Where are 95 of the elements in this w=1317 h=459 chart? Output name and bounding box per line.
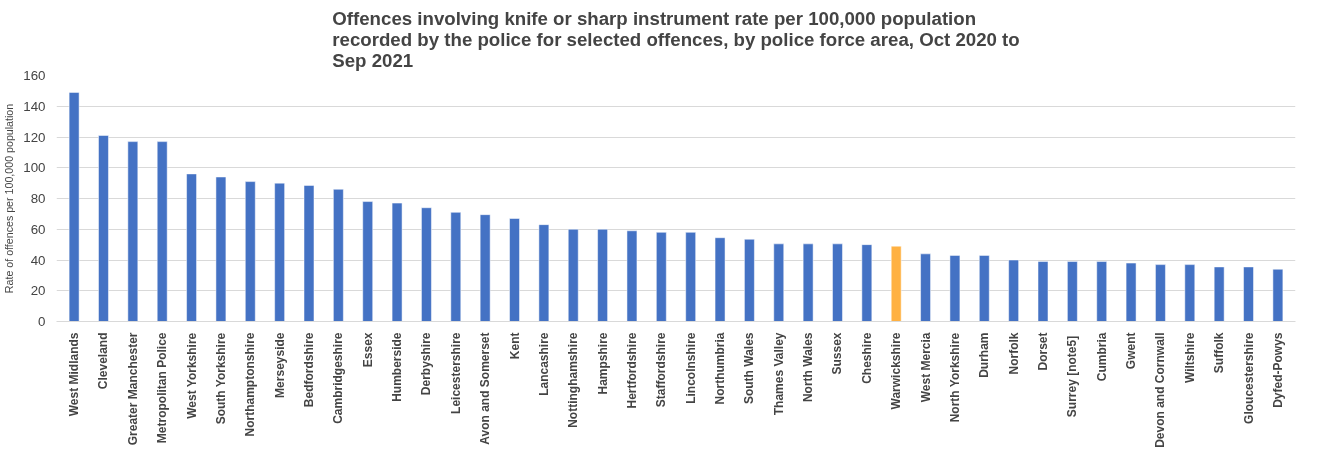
y-tick-label: 120 (23, 129, 46, 145)
x-tick-label: Greater Manchester (125, 332, 140, 446)
bar (156, 141, 168, 322)
x-tick-label: North Yorkshire (947, 332, 962, 423)
x-tick-label: Cumbria (1094, 332, 1109, 382)
x-tick-label: Humberside (390, 332, 405, 402)
bar (1125, 262, 1137, 322)
y-tick-label: 100 (23, 160, 46, 176)
x-tick-label: Cheshire (859, 332, 874, 384)
bar (333, 189, 344, 322)
bar (245, 181, 256, 322)
bar (421, 207, 432, 322)
x-tick-label: Gwent (1124, 332, 1139, 370)
bar (744, 238, 755, 322)
bar (832, 243, 843, 322)
bar (1037, 261, 1049, 322)
bar (890, 245, 902, 322)
x-tick-label: South Wales (742, 332, 757, 405)
x-tick-label: Kent (507, 332, 522, 360)
x-tick-label: Avon and Somerset (478, 332, 493, 445)
bar (685, 232, 696, 322)
x-tick-label: West Mercia (918, 332, 933, 403)
bar (186, 173, 197, 322)
y-tick-label: 140 (23, 98, 46, 114)
y-tick-label: 60 (30, 221, 46, 237)
bar (215, 176, 227, 322)
bar (626, 230, 638, 322)
y-tick-label: 40 (30, 252, 46, 268)
x-tick-label: Hertfordshire (624, 332, 639, 409)
x-tick-label: Norfolk (1006, 332, 1021, 375)
bar (1184, 264, 1196, 322)
x-tick-label: Devon and Cornwall (1153, 332, 1168, 448)
y-tick-label: 160 (23, 68, 46, 83)
x-tick-label: Warwickshire (889, 332, 904, 410)
x-tick-label: Essex (360, 332, 375, 368)
bar (479, 214, 491, 322)
bar (1096, 261, 1107, 322)
bar (979, 255, 990, 322)
y-tick-label: 20 (30, 283, 46, 299)
x-tick-label: Lincolnshire (683, 332, 698, 404)
y-tick-label: 80 (30, 191, 46, 206)
bar (1243, 266, 1254, 322)
x-tick-label: South Yorkshire (213, 332, 228, 425)
x-tick-label: Northumbria (713, 332, 728, 405)
x-tick-label: Dyfed-Powys (1270, 332, 1285, 408)
bar (568, 229, 579, 322)
x-tick-label: Metropolitan Police (155, 332, 170, 444)
bar (274, 182, 285, 322)
x-tick-label: Merseyside (272, 332, 287, 398)
bar (362, 201, 373, 322)
bar (98, 135, 109, 322)
bar (1155, 264, 1166, 322)
bar (920, 253, 931, 322)
y-axis-title: Rate of offences per 100,000 population (3, 103, 16, 294)
x-tick-label: Surrey [note5] (1065, 335, 1080, 418)
x-tick-label: Cambridgeshire (331, 332, 346, 424)
bar (1213, 266, 1225, 322)
bar (802, 243, 814, 322)
bar (538, 224, 550, 322)
bar (773, 243, 784, 322)
x-tick-label: Lancashire (536, 332, 551, 396)
x-tick-label: Northamptonshire (243, 332, 258, 437)
chart-title: Offences involving knife or sharp instrument rate per 100,000 population recorded by the police for selected offences, by police force area, Oct 2020 to Sep 2021 (332, 7, 1020, 71)
bar (450, 212, 462, 322)
x-tick-label: Durham (977, 332, 992, 378)
bar (391, 202, 403, 322)
bar (861, 244, 873, 322)
bar (68, 92, 80, 322)
bar (1067, 261, 1078, 322)
x-tick-label: Hampshire (595, 332, 610, 395)
bar (1272, 268, 1284, 322)
x-tick-label: West Midlands (67, 332, 82, 417)
x-tick-label: Wiltshire (1182, 332, 1197, 384)
bar (127, 141, 139, 322)
x-tick-label: Suffolk (1212, 332, 1227, 374)
x-tick-label: Staffordshire (654, 332, 669, 408)
bar (303, 185, 315, 322)
bar (1008, 259, 1019, 322)
x-tick-label: North Wales (801, 332, 816, 403)
y-tick-label: 0 (38, 314, 46, 329)
bar (597, 229, 608, 322)
x-tick-label: Cleveland (96, 332, 111, 390)
x-tick-label: Derbyshire (419, 332, 434, 396)
bar (656, 232, 667, 322)
bar (509, 218, 520, 322)
bar (714, 237, 726, 322)
x-tick-label: Thames Valley (771, 332, 786, 416)
x-tick-label: Nottinghamshire (566, 332, 581, 428)
x-tick-label: Bedfordshire (302, 332, 316, 408)
x-tick-label: Sussex (830, 332, 845, 375)
x-tick-label: Gloucestershire (1241, 332, 1256, 424)
x-tick-label: Leicestershire (448, 332, 463, 414)
x-tick-label: West Yorkshire (184, 332, 199, 419)
x-tick-label: Dorset (1036, 332, 1050, 371)
bar (949, 255, 961, 322)
